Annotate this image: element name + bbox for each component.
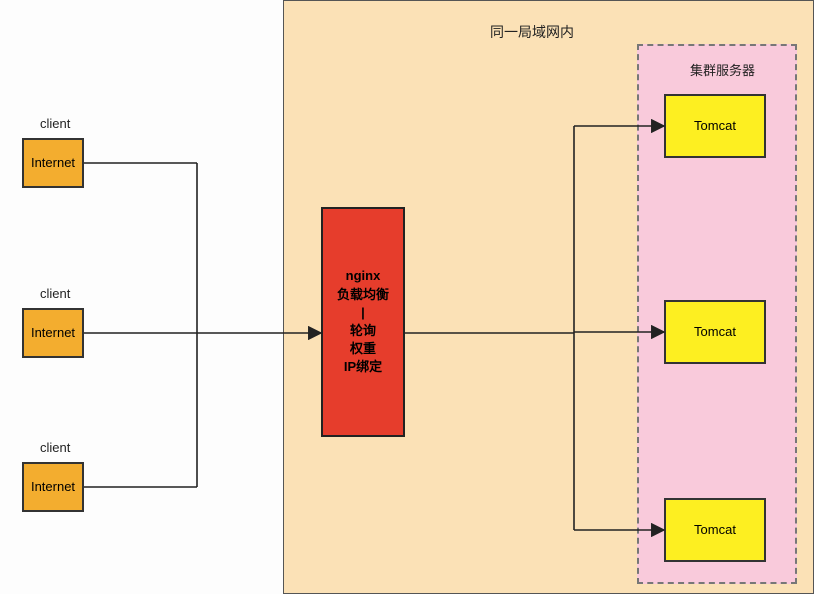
- client-node: Internet: [22, 308, 84, 358]
- diagram-stage: 同一局域网内 集群服务器 client Internet client Inte…: [0, 0, 814, 594]
- client-node: Internet: [22, 462, 84, 512]
- tomcat-node: Tomcat: [664, 498, 766, 562]
- tomcat-node: Tomcat: [664, 300, 766, 364]
- tomcat-node: Tomcat: [664, 94, 766, 158]
- client-node: Internet: [22, 138, 84, 188]
- client-label: client: [40, 116, 70, 131]
- nginx-node: nginx 负载均衡 | 轮询 权重 IP绑定: [321, 207, 405, 437]
- lan-region-label: 同一局域网内: [490, 22, 574, 42]
- client-label: client: [40, 286, 70, 301]
- client-label: client: [40, 440, 70, 455]
- cluster-region-label: 集群服务器: [690, 60, 755, 79]
